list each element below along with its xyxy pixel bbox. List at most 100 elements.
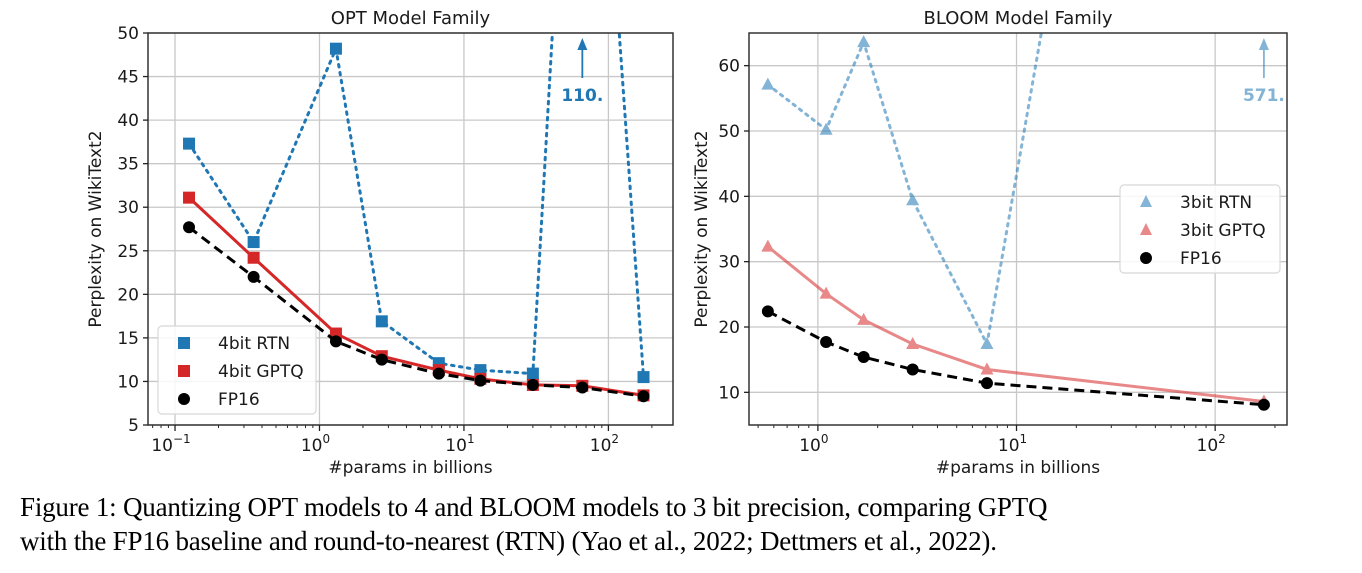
y-tick-label: 20 [718,318,740,338]
y-tick-label: 35 [117,155,139,175]
x-axis-label: #params in billions [936,458,1100,478]
data-point [637,371,650,384]
legend: 3bit RTN 3bit GPTQ FP16 [1119,184,1281,274]
y-tick-label: 5 [128,416,139,436]
y-tick-label: 50 [718,122,740,142]
legend-triangle-icon [1140,195,1152,207]
annotation-label: 110. [561,86,603,106]
plot-frame [748,32,1288,426]
legend-label: 4bit RTN [218,334,290,354]
y-tick-label: 40 [117,111,139,131]
y-tick-label: 20 [117,285,139,305]
chart-opt: 110. 5 10 15 20 25 30 35 40 45 50 10−1 100 101 102 OPT … [86,8,674,478]
legend-label: 3bit GPTQ [1180,221,1266,241]
series-fp16 [183,221,650,403]
x-tick-label: 102 [1197,432,1226,456]
chart-bloom: 571. 10 20 30 40 50 60 100 101 102 BLOOM Model Fam… [692,8,1288,478]
data-point [637,390,650,403]
data-point [526,367,539,380]
legend-circle-icon [178,393,190,405]
legend: 4bit RTN 4bit GPTQ FP16 [157,325,317,415]
x-tick-label: 101 [445,432,474,456]
data-point [761,305,774,318]
y-tick-label: 10 [117,372,139,392]
y-tick-label: 45 [117,68,139,88]
legend-entry-marker [1140,195,1152,207]
data-point [247,251,260,264]
y-tick-label: 60 [718,57,740,77]
legend-entry-marker [1140,223,1152,235]
series-fp16 [761,305,1270,411]
x-tick-label: 102 [590,432,619,456]
y-axis-label: Perplexity on WikiText2 [692,130,712,327]
data-point [980,362,994,375]
data-point [247,270,260,283]
y-tick-label: 30 [117,198,139,218]
data-point [819,286,833,299]
caption-line-2: with the FP16 baseline and round-to-near… [20,526,997,556]
legend-label: 4bit GPTQ [218,362,304,382]
data-point [183,221,196,234]
off-chart-annotation: 110. [561,38,603,106]
data-point [576,381,589,394]
off-chart-annotation: 571. [1243,38,1285,106]
legend-circle-icon [1140,252,1152,264]
series-line [766,245,1265,403]
legend-label: FP16 [1180,249,1222,269]
data-point [526,378,539,391]
y-tick-label: 10 [718,383,740,403]
x-tick-label: 100 [799,432,828,456]
figure-caption: Figure 1: Quantizing OPT models to 4 and… [20,490,1350,558]
chart-title: OPT Model Family [331,8,491,29]
annotation-label: 571. [1243,86,1285,106]
caption-line-1: Figure 1: Quantizing OPT models to 4 and… [20,492,1048,522]
y-tick-label: 40 [718,187,740,207]
x-tick-label: 101 [998,432,1027,456]
figure-canvas: 110. 5 10 15 20 25 30 35 40 45 50 10−1 100 101 102 OPT … [86,8,1288,478]
data-point [183,191,196,204]
data-point [329,42,342,55]
legend-entry-marker [1140,252,1152,264]
data-point [857,312,871,325]
legend-entry-marker [178,393,190,405]
data-point [819,122,833,135]
data-point [183,137,196,150]
data-point [761,77,775,90]
data-point [247,236,260,249]
series-3bit-rtn [761,33,1043,349]
data-point [474,374,487,387]
series-3bit-gptq [761,239,1271,407]
chart-title: BLOOM Model Family [923,8,1112,29]
data-point [906,363,919,376]
data-point [432,367,445,380]
legend-triangle-icon [1140,223,1152,235]
series-line [187,33,646,379]
y-tick-label: 25 [117,242,139,262]
data-point [906,193,920,206]
y-tick-label: 50 [117,24,139,44]
x-tick-label: 10−1 [151,432,190,456]
y-tick-label: 30 [718,253,740,273]
data-point [857,35,871,48]
data-point [980,336,994,349]
annotation-arrow-head [577,38,588,50]
legend-label: 3bit RTN [1180,193,1252,213]
data-point [375,315,388,328]
data-point [761,239,775,252]
legend-square-icon [178,365,190,377]
legend-box [157,325,317,415]
data-point [857,351,870,364]
data-point [375,353,388,366]
data-point [1257,398,1270,411]
y-axis-label: Perplexity on WikiText2 [86,130,106,327]
legend-entry-marker [178,365,190,377]
x-tick-label: 100 [301,432,330,456]
data-point [820,336,833,349]
y-tick-label: 15 [117,329,139,349]
series-line [767,309,1265,407]
data-point [906,336,920,349]
plot-frame [147,32,674,426]
series-line [766,33,1043,349]
x-axis-label: #params in billions [328,458,492,478]
legend-box [1119,184,1281,274]
